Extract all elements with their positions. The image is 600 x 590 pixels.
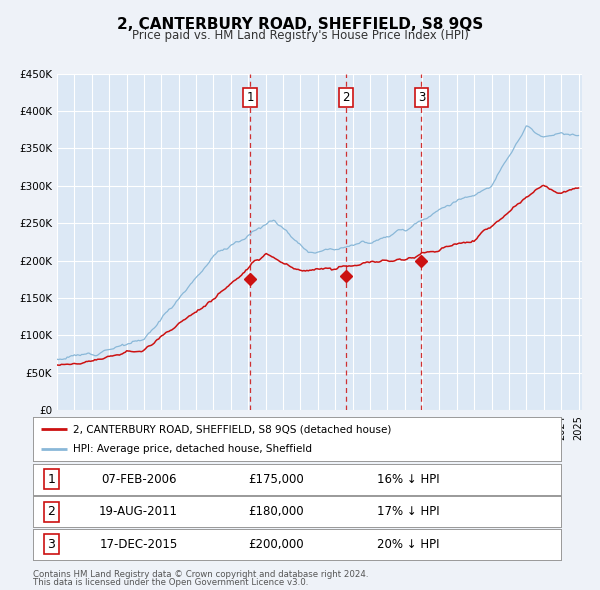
Text: 3: 3 [418,91,425,104]
Text: 20% ↓ HPI: 20% ↓ HPI [377,537,439,551]
Text: Price paid vs. HM Land Registry's House Price Index (HPI): Price paid vs. HM Land Registry's House … [131,29,469,42]
Text: 17-DEC-2015: 17-DEC-2015 [100,537,178,551]
Text: 1: 1 [47,473,55,486]
Text: 1: 1 [246,91,254,104]
Text: HPI: Average price, detached house, Sheffield: HPI: Average price, detached house, Shef… [73,444,311,454]
Text: 16% ↓ HPI: 16% ↓ HPI [377,473,439,486]
Text: 17% ↓ HPI: 17% ↓ HPI [377,505,439,519]
Text: 19-AUG-2011: 19-AUG-2011 [99,505,178,519]
Text: £175,000: £175,000 [248,473,304,486]
Text: £180,000: £180,000 [248,505,304,519]
Text: £200,000: £200,000 [248,537,304,551]
Text: 2: 2 [47,505,55,519]
Text: 2, CANTERBURY ROAD, SHEFFIELD, S8 9QS (detached house): 2, CANTERBURY ROAD, SHEFFIELD, S8 9QS (d… [73,424,391,434]
Text: This data is licensed under the Open Government Licence v3.0.: This data is licensed under the Open Gov… [33,578,308,587]
Text: 2, CANTERBURY ROAD, SHEFFIELD, S8 9QS: 2, CANTERBURY ROAD, SHEFFIELD, S8 9QS [117,17,483,32]
Text: 3: 3 [47,537,55,551]
Text: Contains HM Land Registry data © Crown copyright and database right 2024.: Contains HM Land Registry data © Crown c… [33,570,368,579]
Text: 2: 2 [343,91,350,104]
Text: 07-FEB-2006: 07-FEB-2006 [101,473,176,486]
